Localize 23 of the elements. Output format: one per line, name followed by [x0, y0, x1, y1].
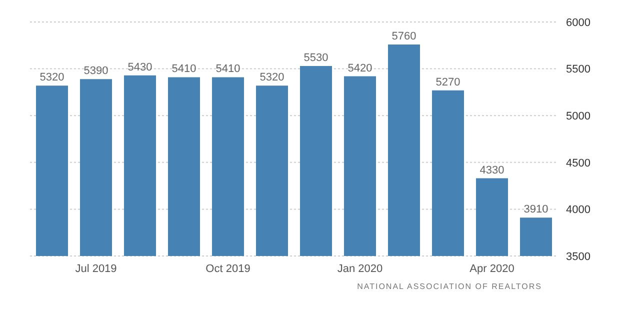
y-tick-label: 6000 — [566, 16, 590, 29]
x-tick-label: Jan 2020 — [337, 262, 383, 275]
y-tick-label: 4000 — [566, 204, 590, 216]
data-label: 5390 — [84, 65, 108, 78]
data-label: 5760 — [392, 30, 416, 42]
data-label: 3910 — [524, 204, 548, 216]
y-tick-label: 5500 — [566, 64, 590, 76]
data-label: 5420 — [348, 62, 372, 74]
data-label: 5320 — [260, 72, 284, 84]
data-label: 5430 — [128, 61, 152, 74]
y-tick-label: 4500 — [566, 157, 590, 170]
x-tick-label: Apr 2020 — [470, 262, 514, 275]
data-label: 4330 — [480, 164, 504, 176]
data-label: 5270 — [436, 76, 460, 88]
data-label: 5410 — [172, 63, 196, 76]
x-tick-label: Jul 2019 — [75, 262, 117, 275]
y-tick-label: 5000 — [566, 110, 590, 123]
data-label: 5530 — [304, 52, 328, 64]
text: NATIONAL ASSOCIATION OF REALTORS — [356, 282, 543, 291]
data-label: 5320 — [40, 72, 64, 84]
x-tick-label: Oct 2019 — [206, 262, 250, 275]
data-label: 5410 — [216, 63, 240, 76]
y-tick-label: 3500 — [566, 250, 590, 263]
